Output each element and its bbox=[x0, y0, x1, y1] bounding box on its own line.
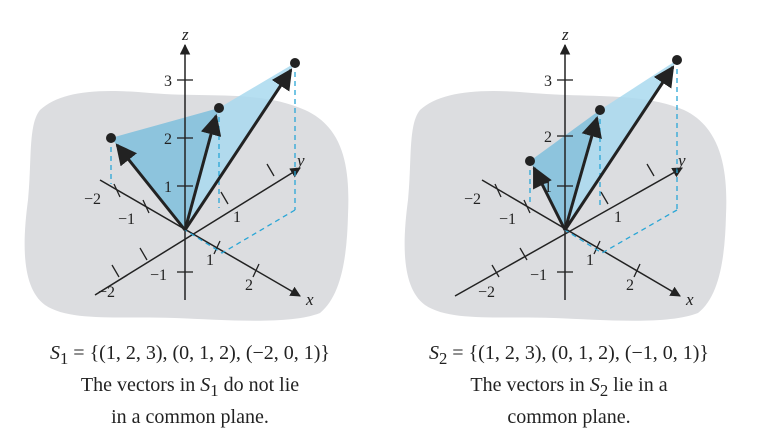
y-tick-neg1-left: −1 bbox=[118, 211, 135, 228]
y-tick-1-right: 1 bbox=[614, 209, 622, 226]
vector-left-2 bbox=[183, 113, 222, 231]
vector-right-2 bbox=[563, 115, 602, 231]
z-axis-label-right: z bbox=[561, 25, 569, 44]
set-definition-left: S1 = {(1, 2, 3), (0, 1, 2), (−2, 0, 1)} bbox=[0, 340, 380, 372]
guide-lines-left bbox=[110, 63, 296, 254]
x-tick-1-left: 1 bbox=[206, 252, 214, 269]
vector-right-1 bbox=[563, 65, 675, 231]
vectors-left bbox=[115, 68, 293, 231]
set-subscript-right: 2 bbox=[438, 349, 448, 368]
tick-marks-right bbox=[491, 79, 655, 278]
vector-tip-right-3 bbox=[525, 156, 535, 166]
y-tick-neg2-left: −2 bbox=[84, 191, 101, 208]
vector-tip-left-2 bbox=[214, 103, 224, 113]
description-line1-right: The vectors in S2 lie in a bbox=[470, 374, 668, 400]
set-symbol-left: S bbox=[49, 342, 60, 364]
set-members-left: = {(1, 2, 3), (0, 1, 2), (−2, 0, 1)} bbox=[68, 342, 331, 364]
x-tick-neg2-left: −2 bbox=[98, 284, 115, 301]
panel-right: z x y 1 2 3 −1 1 2 −1 −2 −2 1 bbox=[404, 25, 727, 321]
z-tick-3-right: 3 bbox=[544, 73, 552, 90]
vector-tip-right-2 bbox=[595, 105, 605, 115]
y-axis-label-left: y bbox=[295, 151, 305, 170]
description-line2-left: in a common plane. bbox=[111, 406, 269, 428]
z-tick-3-left: 3 bbox=[164, 73, 172, 90]
guide-lines-right bbox=[529, 60, 678, 254]
vector-tip-left-3 bbox=[106, 133, 116, 143]
vector-left-3 bbox=[115, 143, 187, 231]
z-tick-neg1-right: −1 bbox=[530, 267, 547, 284]
y-tick-neg2-right: −2 bbox=[464, 191, 481, 208]
x-tick-neg2-right: −2 bbox=[478, 284, 495, 301]
z-tick-2-right: 2 bbox=[544, 129, 552, 146]
z-tick-neg1-left: −1 bbox=[150, 267, 167, 284]
description-line2-right: common plane. bbox=[507, 406, 631, 428]
set-subscript-left: 1 bbox=[59, 349, 69, 368]
vector-right-3 bbox=[532, 166, 567, 231]
vector-tip-right-1 bbox=[672, 55, 682, 65]
caption-left: S1 = {(1, 2, 3), (0, 1, 2), (−2, 0, 1)} … bbox=[0, 340, 380, 430]
z-tick-2-left: 2 bbox=[164, 131, 172, 148]
z-tick-1-left: 1 bbox=[164, 179, 172, 196]
tick-marks-left bbox=[111, 79, 275, 278]
vectors-right bbox=[532, 65, 675, 231]
panel-left: z x y 1 2 3 −1 1 2 −1 −2 −2 1 bbox=[24, 25, 349, 321]
description-line1-left: The vectors in S1 do not lie bbox=[80, 374, 300, 400]
z-axis-label-left: z bbox=[181, 25, 189, 44]
y-tick-1-left: 1 bbox=[233, 209, 241, 226]
z-tick-1-right: 1 bbox=[544, 179, 552, 196]
x-axis-label-left: x bbox=[305, 290, 314, 309]
y-tick-neg1-right: −1 bbox=[499, 211, 516, 228]
x-tick-2-right: 2 bbox=[626, 277, 634, 294]
x-axis-left bbox=[99, 179, 301, 297]
y-axis-right bbox=[454, 167, 683, 297]
caption-right: S2 = {(1, 2, 3), (0, 1, 2), (−1, 0, 1)} … bbox=[379, 340, 759, 430]
set-members-right: = {(1, 2, 3), (0, 1, 2), (−1, 0, 1)} bbox=[447, 342, 710, 364]
x-tick-2-left: 2 bbox=[245, 277, 253, 294]
x-axis-right bbox=[481, 179, 681, 297]
y-axis-label-right: y bbox=[676, 151, 686, 170]
set-definition-right: S2 = {(1, 2, 3), (0, 1, 2), (−1, 0, 1)} bbox=[379, 340, 759, 372]
set-symbol-right: S bbox=[428, 342, 439, 364]
y-axis-left bbox=[94, 167, 301, 296]
vector-left-1 bbox=[183, 68, 293, 231]
x-tick-1-right: 1 bbox=[586, 252, 594, 269]
x-axis-label-right: x bbox=[685, 290, 694, 309]
vector-tip-left-1 bbox=[290, 58, 300, 68]
